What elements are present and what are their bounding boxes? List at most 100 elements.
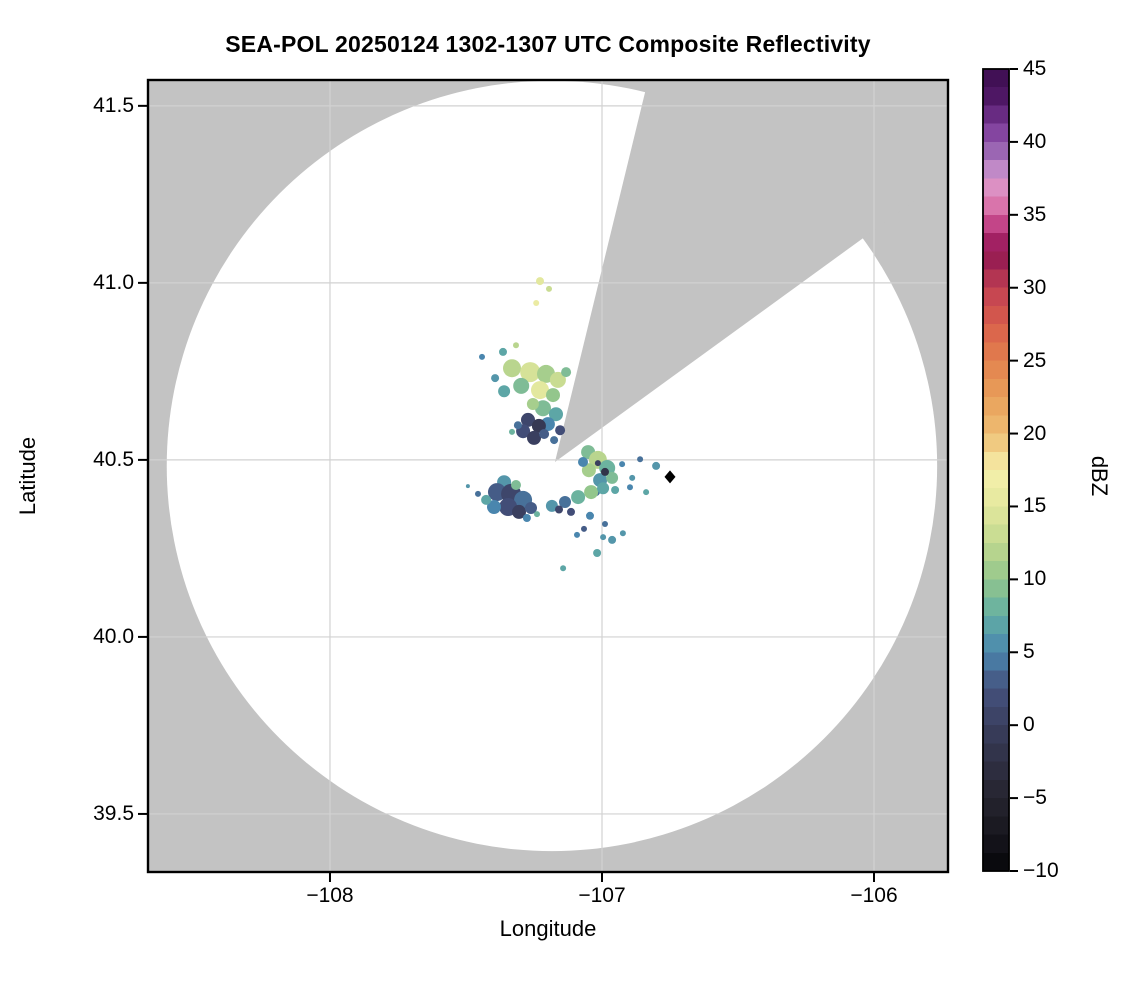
colorbar-band [983, 378, 1009, 398]
colorbar-band [983, 141, 1009, 161]
reflectivity-cell [536, 277, 544, 286]
colorbar-band [983, 761, 1009, 781]
plot-title: SEA-POL 20250124 1302-1307 UTC Composite… [225, 31, 871, 57]
colorbar-band [983, 652, 1009, 671]
reflectivity-cell [549, 407, 563, 422]
reflectivity-cell [539, 429, 550, 439]
reflectivity-cell [491, 374, 500, 383]
reflectivity-cell [521, 412, 535, 427]
colorbar-band [983, 488, 1009, 507]
colorbar-band [983, 725, 1009, 744]
colorbar-band [983, 634, 1009, 653]
reflectivity-cell [637, 456, 644, 463]
reflectivity-cell [619, 461, 626, 468]
reflectivity-cell [465, 484, 470, 489]
colorbar-band [983, 87, 1009, 106]
colorbar-band [983, 360, 1009, 380]
reflectivity-cell [481, 494, 492, 505]
reflectivity-cell [522, 514, 531, 522]
reflectivity-cell [512, 504, 526, 519]
reflectivity-cell [513, 342, 519, 349]
colorbar-band [983, 433, 1009, 453]
colorbar-band [983, 615, 1009, 635]
y-tick-label: 39.5 [93, 801, 134, 825]
colorbar-band [983, 542, 1009, 562]
reflectivity-cell [511, 480, 521, 490]
reflectivity-cell [560, 565, 567, 572]
colorbar-band [983, 415, 1009, 435]
colorbar-band [983, 670, 1009, 690]
reflectivity-cell [584, 485, 599, 500]
y-tick-label: 40.5 [93, 447, 134, 471]
y-axis-label: Latitude [15, 436, 41, 516]
colorbar-band [983, 706, 1009, 726]
colorbar-band [983, 214, 1009, 234]
colorbar-frame [982, 68, 1010, 872]
reflectivity-cell [546, 285, 552, 292]
x-tick-label: −106 [850, 884, 898, 907]
colorbar-band [983, 196, 1009, 216]
colorbar-band [983, 688, 1009, 708]
reflectivity-cell [475, 490, 481, 497]
reflectivity-cell [498, 385, 511, 398]
reflectivity-cell [535, 400, 551, 417]
colorbar-band [983, 470, 1009, 489]
colorbar-band [983, 561, 1009, 580]
reflectivity-cell [534, 511, 540, 518]
x-tick-label: −107 [578, 884, 626, 907]
y-tick-label: 41.0 [93, 270, 134, 294]
colorbar-band [983, 798, 1009, 817]
reflectivity-cell [571, 490, 586, 505]
reflectivity-cell [549, 371, 566, 388]
reflectivity-cell [561, 367, 572, 378]
colorbar-tick-label: 45 [1023, 57, 1047, 80]
colorbar-tick-label: 25 [1023, 348, 1047, 372]
reflectivity-cell [581, 525, 587, 532]
colorbar-tick-label: 0 [1023, 713, 1035, 737]
colorbar [982, 68, 1018, 872]
colorbar-band [983, 178, 1009, 198]
x-axis-label: Longitude [499, 916, 597, 941]
y-tick-label: 41.5 [93, 93, 134, 117]
reflectivity-cell [627, 484, 633, 491]
reflectivity-cell [545, 499, 558, 512]
reflectivity-cell [652, 461, 661, 470]
reflectivity-cell [509, 428, 515, 435]
colorbar-tick-label: 40 [1023, 129, 1047, 153]
colorbar-band [983, 579, 1009, 599]
reflectivity-cell [479, 353, 485, 360]
reflectivity-cell [597, 482, 610, 495]
colorbar-tick-label: 35 [1023, 202, 1047, 226]
colorbar-band [983, 123, 1009, 143]
colorbar-tick-label: −10 [1023, 859, 1059, 882]
reflectivity-cell [601, 467, 609, 476]
colorbar-band [983, 233, 1009, 252]
reflectivity-cell [629, 474, 636, 481]
reflectivity-cell [643, 489, 650, 496]
colorbar-band [983, 105, 1009, 125]
colorbar-band [983, 324, 1009, 343]
reflectivity-cell [602, 521, 608, 527]
colorbar-band [983, 287, 1009, 307]
colorbar-band [983, 160, 1009, 179]
plot-frame [146, 78, 950, 874]
reflectivity-cell [600, 534, 607, 541]
reflectivity-cell [593, 549, 602, 557]
reflectivity-cell [567, 507, 575, 516]
colorbar-tick-label: 10 [1023, 567, 1047, 591]
reflectivity-cell [581, 463, 596, 478]
colorbar-tick-label: 5 [1023, 640, 1035, 664]
colorbar-band [983, 342, 1009, 362]
colorbar-tick-label: −5 [1023, 786, 1047, 810]
reflectivity-cell [520, 362, 541, 383]
reflectivity-cell [513, 421, 522, 430]
reflectivity-cell [578, 457, 588, 467]
reflectivity-cell [619, 530, 626, 537]
colorbar-label: dBZ [1086, 455, 1112, 497]
reflectivity-cell [611, 486, 620, 494]
reflectivity-cell [550, 436, 559, 445]
colorbar-band [983, 816, 1009, 836]
reflectivity-cell [574, 531, 580, 538]
reflectivity-cell [555, 425, 566, 436]
